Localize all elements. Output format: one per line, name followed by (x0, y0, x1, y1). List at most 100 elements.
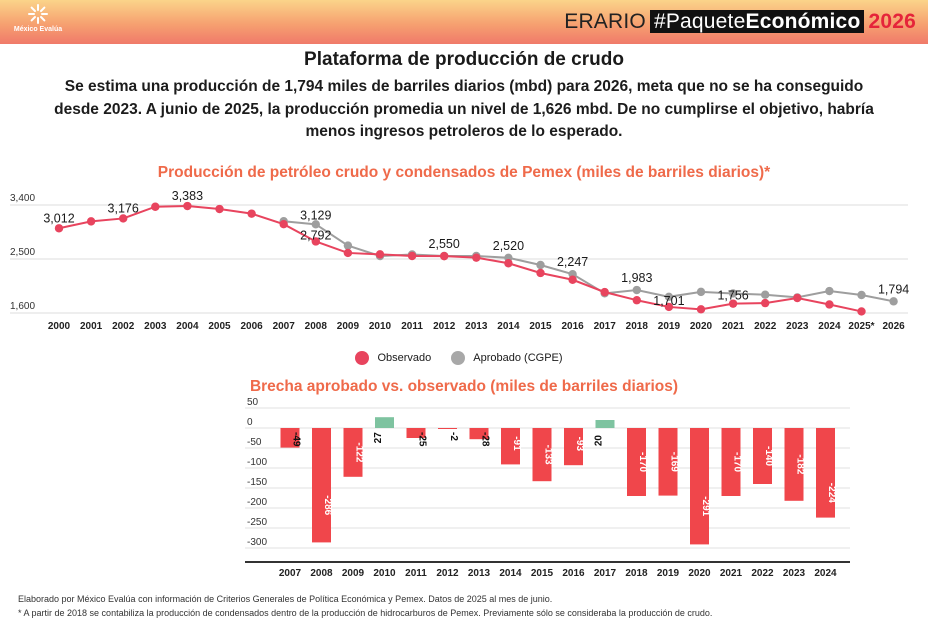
logo: México Evalúa (8, 3, 68, 33)
y-tick-label: 3,400 (10, 193, 35, 204)
bar-value-label: -291 (700, 496, 711, 516)
data-point-approved (632, 285, 641, 295)
line-chart: 1,600 2,500 3,400 2000 2001 2002 2003 2004 2005 2… (10, 189, 909, 332)
data-point-approved (889, 297, 898, 306)
x-tick-label: 2026 (882, 321, 905, 332)
data-point-observed (696, 305, 706, 314)
footer-notes: Elaborado por México Evalúa con informac… (18, 592, 712, 620)
data-label: 2,247 (557, 255, 588, 269)
bar (721, 428, 741, 496)
bar (690, 428, 709, 545)
bar-value-label: -122 (354, 442, 365, 462)
data-point-observed (86, 217, 96, 226)
data-point-observed (825, 300, 834, 309)
bar (406, 428, 426, 438)
bar-value-label: -224 (826, 483, 837, 503)
y-tick-label: -300 (247, 537, 267, 548)
page-description: Se estima una producción de 1,794 miles … (54, 78, 874, 140)
x-tick-label: 2021 (720, 568, 743, 579)
data-point-observed (215, 204, 224, 214)
x-tick-label: 2008 (310, 568, 333, 579)
bar (343, 428, 363, 477)
data-point-observed (54, 224, 64, 233)
x-tick-label: 2008 (305, 321, 328, 332)
data-point-observed (664, 302, 674, 312)
bar (532, 428, 552, 482)
bar-value-label: -170 (637, 452, 648, 472)
bar-value-label: -286 (322, 495, 333, 515)
bar (564, 428, 583, 466)
x-tick-label: 2018 (626, 321, 649, 332)
line-chart-title: Producción de petróleo crudo y condensad… (157, 164, 771, 181)
bar-value-label: -182 (795, 454, 806, 474)
bar-value-label: 27 (373, 432, 384, 444)
bar (469, 428, 489, 440)
bar (784, 428, 804, 501)
data-point-approved (343, 241, 353, 250)
legend-item-observed: Observado (355, 351, 431, 365)
data-label: 1,983 (621, 271, 652, 285)
data-point-approved (536, 260, 545, 270)
data-point-observed (793, 293, 802, 303)
y-tick-label: -100 (247, 457, 267, 468)
data-point-observed (728, 299, 738, 308)
x-tick-label: 2013 (468, 568, 491, 579)
bar-value-label: -140 (763, 446, 774, 466)
x-tick-label: 2016 (562, 568, 585, 579)
y-tick-label: -150 (247, 477, 267, 488)
x-tick-label: 2018 (625, 568, 648, 579)
x-tick-label: 2025* (848, 321, 874, 332)
data-point-observed (183, 201, 192, 211)
x-tick-label: 2010 (369, 321, 392, 332)
x-tick-label: 2011 (405, 568, 427, 579)
data-point-approved (761, 290, 770, 299)
x-tick-label: 2022 (754, 321, 777, 332)
data-label: 3,176 (108, 201, 139, 215)
x-tick-label: 2019 (658, 321, 681, 332)
x-tick-label: 2017 (594, 568, 617, 579)
bar-value-label: -170 (732, 452, 743, 472)
x-tick-label: 2000 (48, 321, 71, 332)
x-tick-label: 2017 (594, 321, 617, 332)
bar (280, 428, 300, 448)
y-tick-label: -50 (247, 437, 262, 448)
header-banner: México Evalúa ERARIO #PaqueteEconómico 202… (0, 0, 928, 44)
footer-source: Elaborado por México Evalúa con informac… (18, 594, 553, 604)
x-tick-label: 2023 (786, 321, 809, 332)
bar (658, 428, 678, 496)
data-point-observed (279, 220, 288, 229)
brand-year: 2026 (868, 10, 916, 33)
data-point-approved (696, 287, 706, 297)
data-point-observed (247, 209, 256, 218)
bar-value-label: 20 (594, 435, 605, 447)
x-tick-label: 2009 (342, 568, 365, 579)
data-point-approved (311, 220, 320, 229)
y-tick-label: 50 (247, 398, 259, 408)
bar (438, 428, 457, 429)
x-tick-label: 2011 (401, 321, 423, 332)
bar (595, 420, 615, 428)
data-point-observed (761, 298, 770, 308)
data-point-observed (600, 287, 609, 297)
data-point-observed (632, 296, 641, 305)
x-tick-label: 2016 (561, 321, 584, 332)
y-tick-label: -250 (247, 517, 267, 528)
page-title: Plataforma de producción de crudo (304, 49, 624, 70)
brand-hashtag-thin: #Paquete (653, 10, 746, 33)
data-point-observed (343, 248, 353, 258)
bar (312, 428, 331, 543)
x-tick-label: 2020 (690, 321, 713, 332)
x-tick-label: 2022 (751, 568, 774, 579)
x-tick-label: 2020 (688, 568, 711, 579)
data-label: 1,794 (878, 282, 909, 296)
data-point-observed (119, 214, 128, 223)
x-tick-label: 2023 (783, 568, 806, 579)
bar-value-label: -25 (417, 432, 428, 447)
brand-erario: ERARIO (564, 10, 646, 33)
bar-value-label: -91 (511, 436, 522, 451)
bar-value-label: -93 (574, 437, 585, 452)
brand-title: ERARIO #PaqueteEconómico 2026 (564, 10, 916, 34)
data-point-observed (151, 202, 160, 211)
data-point-observed (375, 250, 385, 259)
data-label: 1,701 (653, 294, 684, 308)
